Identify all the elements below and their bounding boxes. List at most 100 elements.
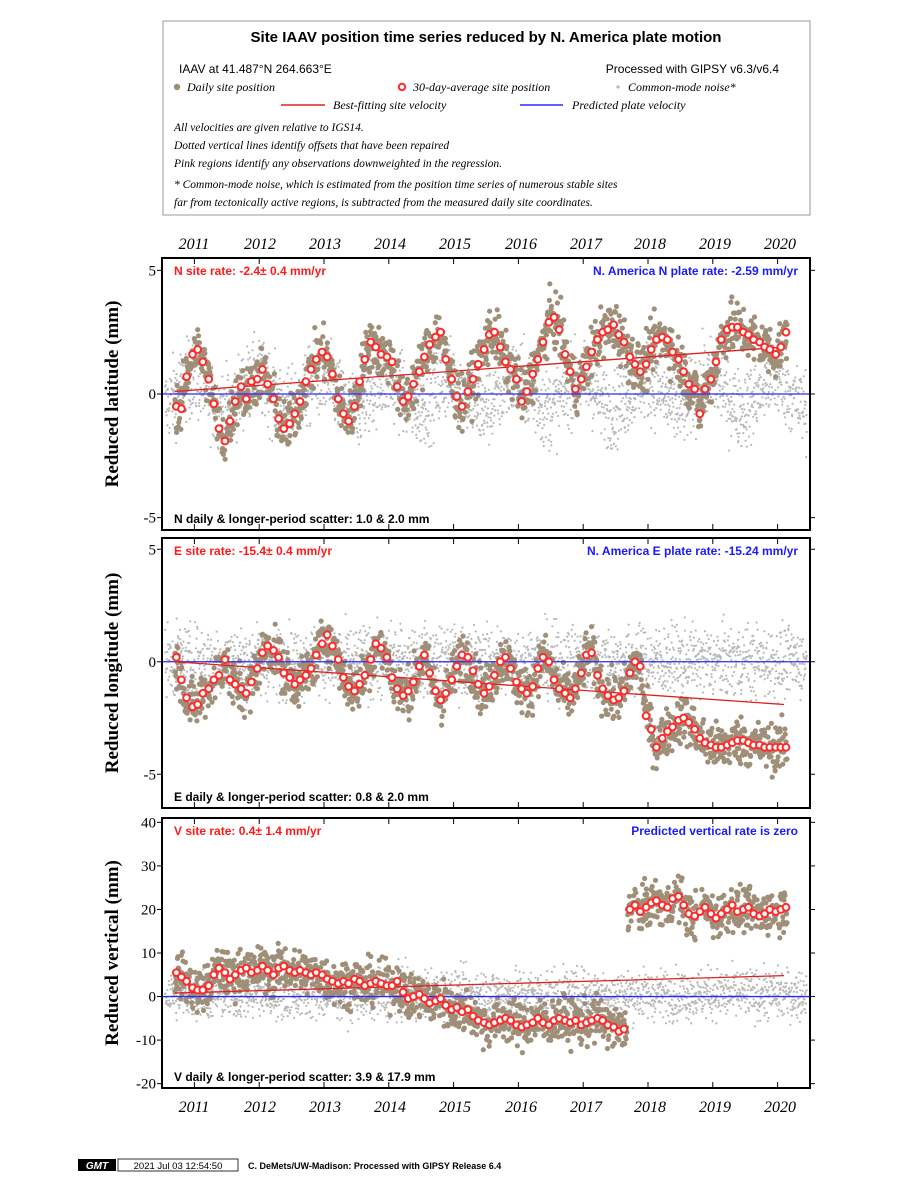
common-mode-point (338, 361, 341, 364)
common-mode-point (164, 671, 167, 674)
avg-position-point (744, 330, 753, 340)
avg-position-point (635, 367, 645, 377)
common-mode-point (786, 381, 789, 384)
common-mode-point (768, 403, 771, 406)
common-mode-point (222, 411, 225, 414)
daily-position-point (176, 419, 182, 425)
avg-position-point (447, 374, 457, 384)
common-mode-point (256, 643, 260, 646)
daily-position-point (367, 369, 373, 375)
common-mode-point (248, 642, 251, 645)
common-mode-point (216, 446, 220, 449)
avg-position-point (587, 347, 596, 357)
daily-position-point (612, 309, 619, 315)
common-mode-point (795, 386, 798, 389)
common-mode-point (391, 378, 395, 381)
common-mode-point (358, 417, 361, 420)
daily-position-point (653, 359, 660, 365)
common-mode-point (649, 380, 652, 383)
common-mode-point (719, 367, 722, 371)
avg-position-point (177, 404, 186, 414)
avg-position-point (765, 345, 775, 354)
common-mode-point (380, 694, 383, 697)
common-mode-point (407, 670, 410, 673)
common-mode-point (476, 411, 479, 414)
daily-position-point (452, 414, 459, 420)
common-mode-point (506, 384, 509, 387)
common-mode-point (182, 640, 185, 643)
common-mode-point (528, 357, 531, 360)
common-mode-point (205, 385, 208, 388)
common-mode-point (345, 651, 348, 654)
avg-position-point (619, 337, 629, 347)
daily-position-point (675, 334, 681, 340)
common-mode-point (648, 368, 651, 371)
common-mode-point (329, 390, 332, 393)
common-mode-point (592, 413, 596, 416)
common-mode-point (466, 426, 469, 429)
common-mode-point (425, 414, 428, 418)
common-mode-point (788, 427, 791, 430)
daily-position-point (443, 340, 449, 346)
common-mode-point (552, 397, 555, 400)
common-mode-point (555, 378, 558, 382)
common-mode-point (546, 400, 550, 403)
common-mode-point (175, 680, 178, 684)
common-mode-point (417, 426, 420, 429)
daily-position-point (626, 379, 632, 385)
common-mode-point (259, 694, 263, 697)
common-mode-point (316, 406, 319, 409)
daily-position-point (456, 424, 462, 430)
avg-position-point (252, 374, 262, 384)
daily-position-point (337, 373, 343, 379)
common-mode-point (737, 439, 740, 442)
common-mode-point (396, 657, 399, 660)
common-mode-point (166, 643, 170, 646)
common-mode-point (548, 397, 551, 400)
daily-position-point (608, 311, 614, 317)
common-mode-point (366, 633, 369, 636)
common-mode-point (327, 388, 330, 391)
daily-position-point (748, 318, 754, 324)
common-mode-point (426, 632, 429, 635)
common-mode-point (778, 378, 781, 381)
common-mode-point (168, 675, 171, 679)
common-mode-point (657, 390, 661, 393)
common-mode-point (745, 421, 748, 424)
common-mode-point (688, 356, 691, 359)
common-mode-point (390, 395, 393, 398)
common-mode-point (568, 396, 571, 399)
common-mode-point (566, 397, 569, 400)
common-mode-point (167, 395, 170, 398)
common-mode-point (645, 341, 648, 344)
daily-position-point (686, 405, 692, 411)
common-mode-point (278, 701, 281, 704)
common-mode-point (744, 439, 747, 442)
common-mode-point (804, 369, 807, 372)
common-mode-point (626, 409, 629, 412)
common-mode-point (740, 407, 744, 411)
common-mode-point (668, 408, 671, 411)
common-mode-point (482, 432, 485, 435)
common-mode-point (292, 637, 296, 640)
avg-position-point (663, 335, 672, 345)
common-mode-point (391, 397, 394, 401)
common-mode-point (470, 409, 473, 412)
common-mode-point (168, 431, 171, 435)
common-mode-point (483, 419, 486, 422)
common-mode-point (623, 417, 626, 420)
daily-position-point (667, 378, 673, 384)
common-mode-point (797, 421, 800, 425)
common-mode-point (405, 673, 408, 676)
common-mode-point (547, 412, 550, 415)
daily-position-point (751, 356, 757, 362)
common-mode-point (635, 354, 638, 357)
common-mode-point (662, 399, 665, 402)
daily-position-point (394, 363, 400, 369)
daily-position-point (638, 380, 644, 386)
common-mode-point (626, 405, 629, 408)
common-mode-point (797, 412, 800, 415)
common-mode-point (428, 401, 431, 404)
daily-position-point (296, 424, 302, 430)
common-mode-point (400, 629, 403, 632)
